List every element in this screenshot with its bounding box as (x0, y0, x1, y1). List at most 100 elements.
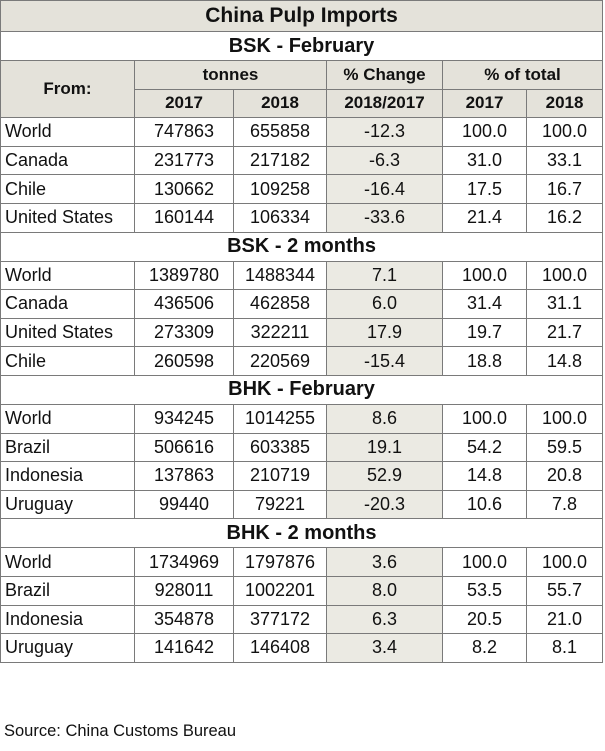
pct-change-cell: 3.4 (326, 633, 443, 663)
tonnes-2017-cell: 99440 (134, 489, 234, 520)
section-title: BHK - February (0, 374, 604, 405)
tonnes-2017-cell: 354878 (134, 604, 234, 635)
table-row: Canada 231773 217182 -6.3 31.0 33.1 (0, 145, 604, 176)
pct-total-2017-cell: 100.0 (442, 260, 527, 291)
tonnes-2018-cell: 146408 (233, 633, 327, 663)
pct-total-2018-cell: 8.1 (525, 633, 604, 663)
pct-change-cell: 6.0 (326, 289, 443, 319)
change-period-header: 2018/2017 (326, 88, 443, 119)
section-title: BSK - February (0, 31, 604, 61)
country-cell: Chile (0, 346, 135, 376)
pct-change-cell: -33.6 (326, 202, 443, 233)
pct-total-2017-cell: 19.7 (442, 317, 527, 348)
pct-total-2018-cell: 21.7 (525, 317, 604, 348)
country-cell: United States (0, 202, 135, 233)
country-cell: Brazil (0, 575, 135, 606)
tonnes-2018-cell: 655858 (233, 117, 327, 147)
pct-total-2017-cell: 21.4 (442, 202, 527, 233)
pct-total-2017-cell: 17.5 (442, 174, 527, 204)
pct-total-2017-cell: 100.0 (442, 547, 527, 577)
tonnes-2018-cell: 210719 (233, 461, 327, 491)
table-row: World 934245 1014255 8.6 100.0 100.0 (0, 403, 604, 434)
tonnes-2018-cell: 462858 (233, 289, 327, 319)
pct-total-2018-cell: 59.5 (525, 432, 604, 463)
source-note: Source: China Customs Bureau (4, 722, 237, 740)
tonnes-2017-cell: 506616 (134, 432, 234, 463)
tonnes-2018-header: 2018 (233, 88, 327, 119)
table-row: World 1734969 1797876 3.6 100.0 100.0 (0, 547, 604, 577)
tonnes-2018-cell: 217182 (233, 145, 327, 176)
country-cell: Canada (0, 289, 135, 319)
pct-total-2017-cell: 10.6 (442, 489, 527, 520)
section-title: BHK - 2 months (0, 518, 604, 549)
total-2017-header: 2017 (442, 88, 527, 119)
total-2018-header: 2018 (525, 88, 604, 119)
tonnes-2017-cell: 928011 (134, 575, 234, 606)
tonnes-2018-cell: 79221 (233, 489, 327, 520)
imports-table: China Pulp Imports BSK - February From: … (0, 0, 604, 663)
table-row: Canada 436506 462858 6.0 31.4 31.1 (0, 289, 604, 319)
table-row: Brazil 506616 603385 19.1 54.2 59.5 (0, 432, 604, 463)
tonnes-2017-cell: 436506 (134, 289, 234, 319)
tonnes-2018-cell: 106334 (233, 202, 327, 233)
pct-total-2017-cell: 100.0 (442, 117, 527, 147)
table-row: Chile 260598 220569 -15.4 18.8 14.8 (0, 346, 604, 376)
tonnes-2017-cell: 160144 (134, 202, 234, 233)
tonnes-2017-cell: 1389780 (134, 260, 234, 291)
tonnes-2018-cell: 1488344 (233, 260, 327, 291)
pct-change-cell: -15.4 (326, 346, 443, 376)
tonnes-2017-cell: 141642 (134, 633, 234, 663)
country-cell: Indonesia (0, 604, 135, 635)
pct-total-2018-cell: 100.0 (525, 260, 604, 291)
tonnes-2017-cell: 1734969 (134, 547, 234, 577)
tonnes-2017-cell: 137863 (134, 461, 234, 491)
country-cell: World (0, 547, 135, 577)
tonnes-2017-header: 2017 (134, 88, 234, 119)
pct-total-2018-cell: 21.0 (525, 604, 604, 635)
tonnes-2017-cell: 934245 (134, 403, 234, 434)
pct-total-2017-cell: 53.5 (442, 575, 527, 606)
pct-total-2018-cell: 20.8 (525, 461, 604, 491)
table-row: Indonesia 137863 210719 52.9 14.8 20.8 (0, 461, 604, 491)
tonnes-2018-cell: 603385 (233, 432, 327, 463)
pct-change-cell: -20.3 (326, 489, 443, 520)
pct-total-2018-cell: 100.0 (525, 547, 604, 577)
country-cell: United States (0, 317, 135, 348)
tonnes-2018-cell: 109258 (233, 174, 327, 204)
table-row: United States 273309 322211 17.9 19.7 21.7 (0, 317, 604, 348)
country-cell: Uruguay (0, 489, 135, 520)
pct-total-2018-cell: 16.7 (525, 174, 604, 204)
pct-total-2018-cell: 16.2 (525, 202, 604, 233)
section-header-row: BHK - February (0, 374, 604, 405)
table-row: World 747863 655858 -12.3 100.0 100.0 (0, 117, 604, 147)
pct-change-header: % Change (326, 60, 443, 90)
pct-change-cell: 7.1 (326, 260, 443, 291)
pct-change-cell: -16.4 (326, 174, 443, 204)
table-row: World 1389780 1488344 7.1 100.0 100.0 (0, 260, 604, 291)
country-cell: Chile (0, 174, 135, 204)
tonnes-2018-cell: 1797876 (233, 547, 327, 577)
country-cell: World (0, 260, 135, 291)
tonnes-2017-cell: 231773 (134, 145, 234, 176)
country-cell: Brazil (0, 432, 135, 463)
pct-total-2017-cell: 18.8 (442, 346, 527, 376)
tonnes-2018-cell: 322211 (233, 317, 327, 348)
section-header-row: BHK - 2 months (0, 518, 604, 549)
pct-total-2017-cell: 54.2 (442, 432, 527, 463)
pct-total-2017-cell: 20.5 (442, 604, 527, 635)
pct-change-cell: 17.9 (326, 317, 443, 348)
pct-total-2018-cell: 7.8 (525, 489, 604, 520)
tonnes-header: tonnes (134, 60, 327, 90)
tonnes-2017-cell: 260598 (134, 346, 234, 376)
pct-total-2018-cell: 33.1 (525, 145, 604, 176)
pct-change-cell: 8.6 (326, 403, 443, 434)
pct-total-2017-cell: 31.4 (442, 289, 527, 319)
table-title: China Pulp Imports (0, 0, 604, 32)
pct-change-cell: 3.6 (326, 547, 443, 577)
pct-total-2018-cell: 14.8 (525, 346, 604, 376)
pct-total-2017-cell: 31.0 (442, 145, 527, 176)
country-cell: World (0, 403, 135, 434)
tonnes-2017-cell: 130662 (134, 174, 234, 204)
table-row: Indonesia 354878 377172 6.3 20.5 21.0 (0, 604, 604, 635)
pct-change-cell: 6.3 (326, 604, 443, 635)
